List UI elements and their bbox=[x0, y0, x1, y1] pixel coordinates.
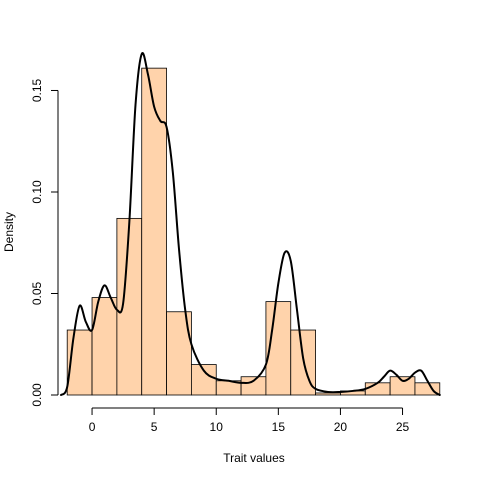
y-tick-label-1: 0.05 bbox=[30, 281, 44, 305]
histogram-bar-7 bbox=[240, 376, 267, 396]
histogram-bars bbox=[66, 67, 441, 396]
y-tick-label-3: 0.15 bbox=[30, 78, 44, 102]
x-tick-label-20: 20 bbox=[334, 420, 348, 434]
histogram-bar-2 bbox=[116, 217, 143, 396]
x-tick-label-10: 10 bbox=[210, 420, 224, 434]
histogram-bar-3 bbox=[141, 67, 167, 396]
x-axis: 0 5 10 15 20 25 bbox=[89, 407, 410, 434]
y-axis: 0.00 0.05 0.10 0.15 bbox=[30, 78, 59, 407]
histogram-bar-12 bbox=[364, 382, 391, 396]
x-axis-label: Trait values bbox=[223, 451, 285, 465]
y-axis-label: Density bbox=[2, 212, 16, 252]
x-tick-label-5: 5 bbox=[151, 420, 158, 434]
histogram-bar-10 bbox=[315, 392, 341, 396]
x-tick-label-25: 25 bbox=[396, 420, 410, 434]
x-tick-label-15: 15 bbox=[272, 420, 286, 434]
y-tick-label-2: 0.10 bbox=[30, 180, 44, 204]
density-curve bbox=[60, 51, 441, 396]
y-tick-label-0: 0.00 bbox=[30, 383, 44, 407]
x-tick-label-0: 0 bbox=[89, 420, 96, 434]
histogram-bar-13 bbox=[389, 376, 416, 396]
